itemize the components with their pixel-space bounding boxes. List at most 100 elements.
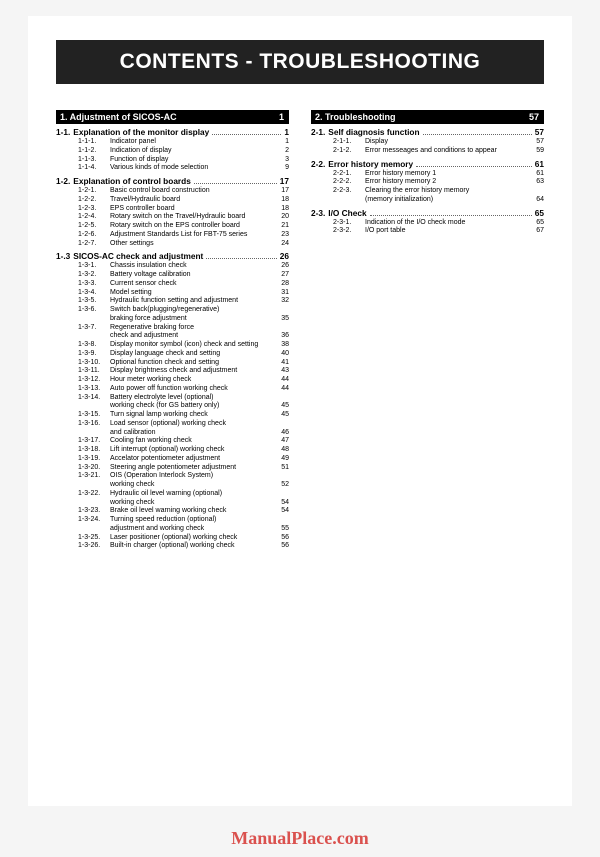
toc-entry: 1-3-8.Display monitor symbol (icon) chec… <box>56 341 289 350</box>
toc-entry: 1-3-13.Auto power off function working c… <box>56 385 289 394</box>
entry-page: 59 <box>532 147 544 156</box>
sub-title: SICOS-AC check and adjustment <box>73 251 203 261</box>
section-header: 2. Troubleshooting57 <box>311 110 544 124</box>
entry-text: Travel/Hydraulic board <box>110 196 180 205</box>
sub-num: 1-2. <box>56 176 70 186</box>
entry-text: I/O port table <box>365 227 405 236</box>
toc-entry: adjustment and working check55 <box>56 525 289 534</box>
entry-num: 1-3-26. <box>78 542 106 551</box>
entry-num: 1-3-2. <box>78 271 106 280</box>
toc-entry: 1-1-1.Indicator panel1 <box>56 138 289 147</box>
toc-entry: 1-2-5.Rotary switch on the EPS controlle… <box>56 222 289 231</box>
entry-num: 1-2-4. <box>78 213 106 222</box>
entry-text: Hour meter working check <box>110 376 191 385</box>
entry-text: Lift interrupt (optional) working check <box>110 446 224 455</box>
toc-entry: 1-3-9.Display language check and setting… <box>56 350 289 359</box>
entry-num: 1-2-3. <box>78 205 106 214</box>
toc-entry: 1-3-20. Steering angle potentiometer adju… <box>56 464 289 473</box>
entry-page: 57 <box>532 138 544 147</box>
entry-text: Model setting <box>110 289 152 298</box>
entry-num: 2-2-2. <box>333 178 361 187</box>
entry-text: Load sensor (optional) working check <box>110 420 226 429</box>
leader-dots <box>423 130 532 135</box>
section-title: 2. Troubleshooting <box>315 112 396 122</box>
entry-text: Cooling fan working check <box>110 437 192 446</box>
entry-num: 1-2-6. <box>78 231 106 240</box>
entry-page: 27 <box>277 271 289 280</box>
entry-page: 9 <box>281 164 289 173</box>
left-column: 1. Adjustment of SICOS-AC11-1.Explanatio… <box>56 110 289 551</box>
entry-text: Other settings <box>110 240 154 249</box>
entry-num: 1-3-8. <box>78 341 106 350</box>
sub-num: 2-3. <box>311 208 325 218</box>
toc-entry: 1-3-11. Display brightness check and adju… <box>56 367 289 376</box>
toc-entry: 1-3-24.Turning speed reduction (optional… <box>56 516 289 525</box>
toc-entry: 2-2-3.Clearing the error history memory <box>311 187 544 196</box>
toc-entry: 1-2-3.EPS controller board18 <box>56 205 289 214</box>
entry-num: 1-3-3. <box>78 280 106 289</box>
entry-text: Error history memory 2 <box>365 178 436 187</box>
entry-text: Indication of the I/O check mode <box>365 219 465 228</box>
entry-text: Display brightness check and adjustment <box>110 367 237 376</box>
toc-entry: 1-1-4. Various kinds of mode selection 9 <box>56 164 289 173</box>
entry-num: 2-2-1. <box>333 170 361 179</box>
entry-num: 1-3-23. <box>78 507 106 516</box>
entry-num: 1-3-22. <box>78 490 106 499</box>
entry-text: Built-in charger (optional) working chec… <box>110 542 235 551</box>
entry-page: 23 <box>277 231 289 240</box>
entry-text: Clearing the error history memory <box>365 187 469 196</box>
entry-page: 61 <box>532 170 544 179</box>
entry-page: 28 <box>277 280 289 289</box>
entry-num: 1-3-15. <box>78 411 106 420</box>
toc-entry: (memory initialization)64 <box>311 196 544 205</box>
toc-entry: 1-3-15.Turn signal lamp working check45 <box>56 411 289 420</box>
sub-page: 65 <box>535 208 544 218</box>
entry-num: 1-3-19. <box>78 455 106 464</box>
entry-num: 2-3-1. <box>333 219 361 228</box>
sub-title: Explanation of the monitor display <box>73 127 209 137</box>
entry-num: 1-3-14. <box>78 394 106 403</box>
entry-text: (memory initialization) <box>365 196 433 205</box>
entry-text: braking force adjustment <box>110 315 187 324</box>
section-page: 1 <box>279 112 284 122</box>
entry-num: 1-1-4. <box>78 164 106 173</box>
entry-num: 1-3-11. <box>78 367 106 376</box>
entry-page: 3 <box>281 156 289 165</box>
toc-entry: 1-1-2.Indication of display2 <box>56 147 289 156</box>
entry-text: Various kinds of mode selection <box>110 164 208 173</box>
entry-text: Steering angle potentiometer adjustment <box>110 464 236 473</box>
toc-columns: 1. Adjustment of SICOS-AC11-1.Explanatio… <box>56 110 544 551</box>
sub-title: Explanation of control boards <box>73 176 191 186</box>
entry-text: Chassis insulation check <box>110 262 187 271</box>
entry-page: 47 <box>277 437 289 446</box>
entry-num: 1-3-18. <box>78 446 106 455</box>
subsection-header: 2-3.I/O Check 65 <box>311 208 544 218</box>
entry-num: 1-2-1. <box>78 187 106 196</box>
toc-entry: working check52 <box>56 481 289 490</box>
entry-text: Hydraulic oil level warning (optional) <box>110 490 222 499</box>
entry-text: working check (for GS battery only) <box>110 402 219 411</box>
toc-entry: 1-2-6.Adjustment Standards List for FBT-… <box>56 231 289 240</box>
entry-page: 44 <box>277 385 289 394</box>
entry-num: 1-3-10. <box>78 359 106 368</box>
entry-num: 2-1-1. <box>333 138 361 147</box>
entry-page: 54 <box>277 507 289 516</box>
entry-text: Switch back(plugging/regenerative) <box>110 306 219 315</box>
entry-num: 1-1-3. <box>78 156 106 165</box>
toc-entry: 2-2-2.Error history memory 263 <box>311 178 544 187</box>
page: CONTENTS - TROUBLESHOOTING 1. Adjustment… <box>28 16 572 806</box>
toc-entry: 1-3-17.Cooling fan working check47 <box>56 437 289 446</box>
entry-page: 45 <box>277 402 289 411</box>
sub-title: I/O Check <box>328 208 366 218</box>
toc-entry: 1-3-19.Accelator potentiometer adjustmen… <box>56 455 289 464</box>
entry-text: Display <box>365 138 388 147</box>
entry-num: 1-3-20. <box>78 464 106 473</box>
subsection-header: 1-2.Explanation of control boards17 <box>56 176 289 186</box>
entry-page: 18 <box>277 205 289 214</box>
toc-entry: working check54 <box>56 499 289 508</box>
entry-text: Turning speed reduction (optional) <box>110 516 216 525</box>
toc-entry: working check (for GS battery only) 45 <box>56 402 289 411</box>
toc-entry: 1-3-2.Battery voltage calibration27 <box>56 271 289 280</box>
entry-page: 54 <box>277 499 289 508</box>
sub-page: 61 <box>535 159 544 169</box>
